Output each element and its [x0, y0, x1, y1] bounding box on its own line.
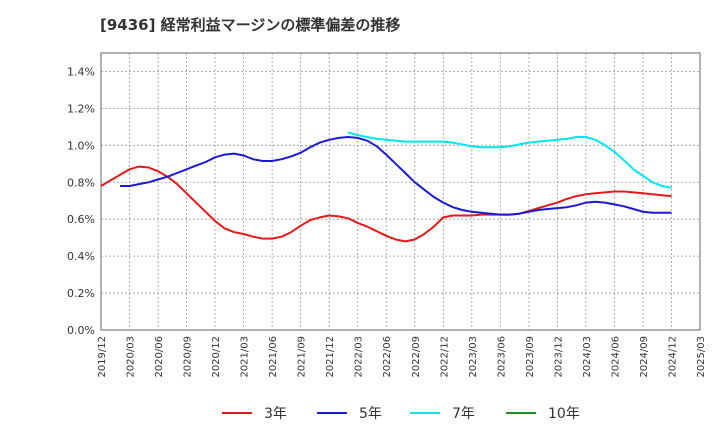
x-tick-label: 2022/12 [439, 336, 450, 378]
y-axis-labels: 0.0% 0.2% 0.4% 0.6% 0.8% 1.0% 1.2% 1.4% [67, 65, 95, 337]
x-tick-label: 2024/06 [610, 336, 621, 378]
x-tick-label: 2020/03 [126, 336, 137, 378]
plot-frame [100, 52, 701, 331]
x-tick-label: 2021/06 [268, 336, 279, 378]
y-tick-label: 1.4% [67, 65, 95, 78]
legend-label-2: 7年 [452, 406, 475, 422]
legend: 3年 5年 7年 10年 [222, 406, 580, 422]
x-tick-label: 2021/09 [297, 336, 308, 378]
y-tick-label: 1.2% [67, 102, 95, 115]
series-line-1 [120, 136, 672, 216]
x-tick-label: 2021/03 [240, 336, 251, 378]
x-tick-label: 2019/12 [97, 336, 108, 378]
x-tick-label: 2024/12 [667, 336, 678, 378]
x-tick-label: 2020/12 [211, 336, 222, 378]
x-tick-label: 2020/09 [183, 336, 194, 378]
y-tick-label: 0.8% [67, 176, 95, 189]
x-tick-label: 2022/09 [411, 336, 422, 378]
y-tick-label: 0.6% [67, 213, 95, 226]
x-tick-label: 2023/12 [553, 336, 564, 378]
series-line-0 [100, 165, 672, 243]
x-tick-label: 2022/06 [382, 336, 393, 378]
y-tick-label: 0.4% [67, 250, 95, 263]
x-axis-labels: 2019/12 2020/03 2020/06 2020/09 2020/12 2021/… [97, 336, 707, 378]
series-line-2 [347, 131, 672, 189]
x-tick-label: 2024/09 [639, 336, 650, 378]
y-tick-label: 0.2% [67, 287, 95, 300]
legend-label-1: 5年 [359, 406, 382, 422]
x-tick-label: 2023/03 [468, 336, 479, 378]
series-lines [100, 131, 672, 243]
x-tick-label: 2022/03 [354, 336, 365, 378]
x-tick-label: 2024/03 [582, 336, 593, 378]
x-tick-label: 2021/12 [325, 336, 336, 378]
chart-title: [9436] 経常利益マージンの標準偏差の推移 [100, 16, 401, 34]
x-tick-label: 2020/06 [154, 336, 165, 378]
x-tick-label: 2023/09 [525, 336, 536, 378]
x-tick-label: 2023/06 [496, 336, 507, 378]
x-tick-label: 2025/03 [696, 336, 707, 378]
legend-label-3: 10年 [548, 406, 580, 422]
y-tick-label: 1.0% [67, 139, 95, 152]
y-tick-label: 0.0% [67, 324, 95, 337]
legend-label-0: 3年 [264, 406, 287, 422]
